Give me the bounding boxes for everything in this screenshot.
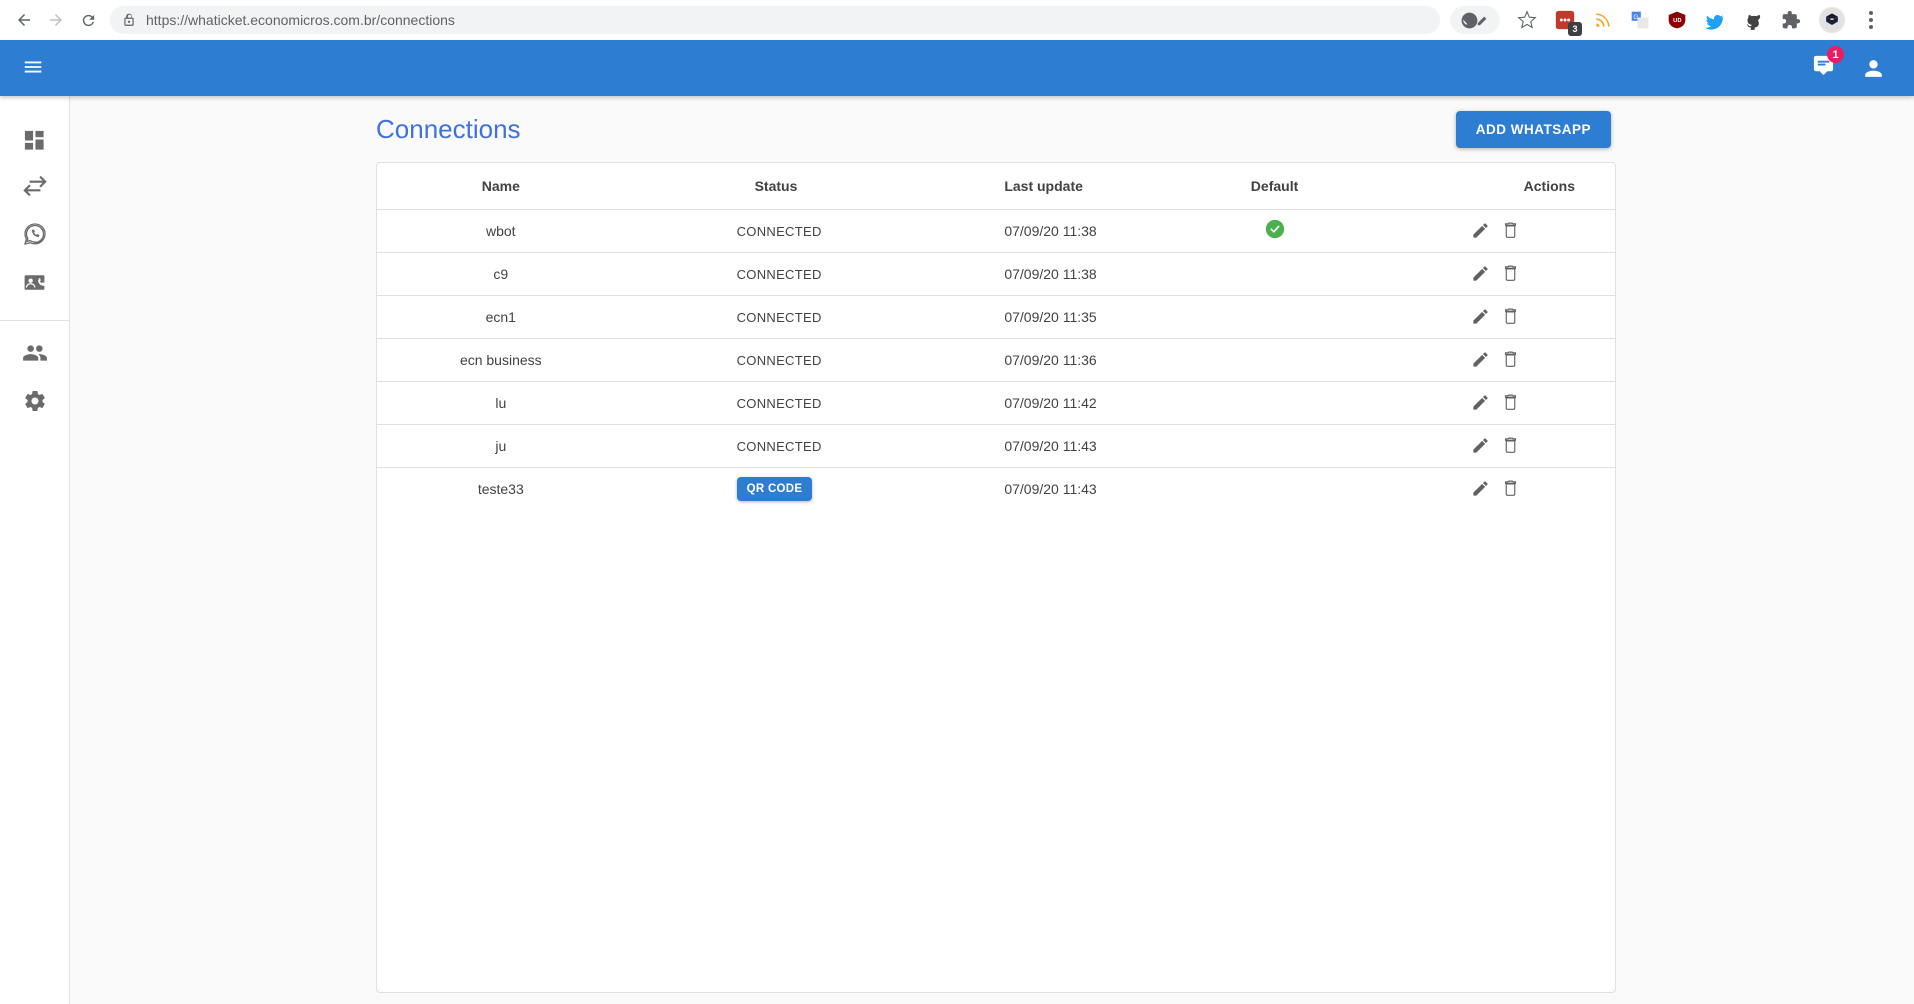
svg-text:UD: UD [1673, 18, 1681, 24]
